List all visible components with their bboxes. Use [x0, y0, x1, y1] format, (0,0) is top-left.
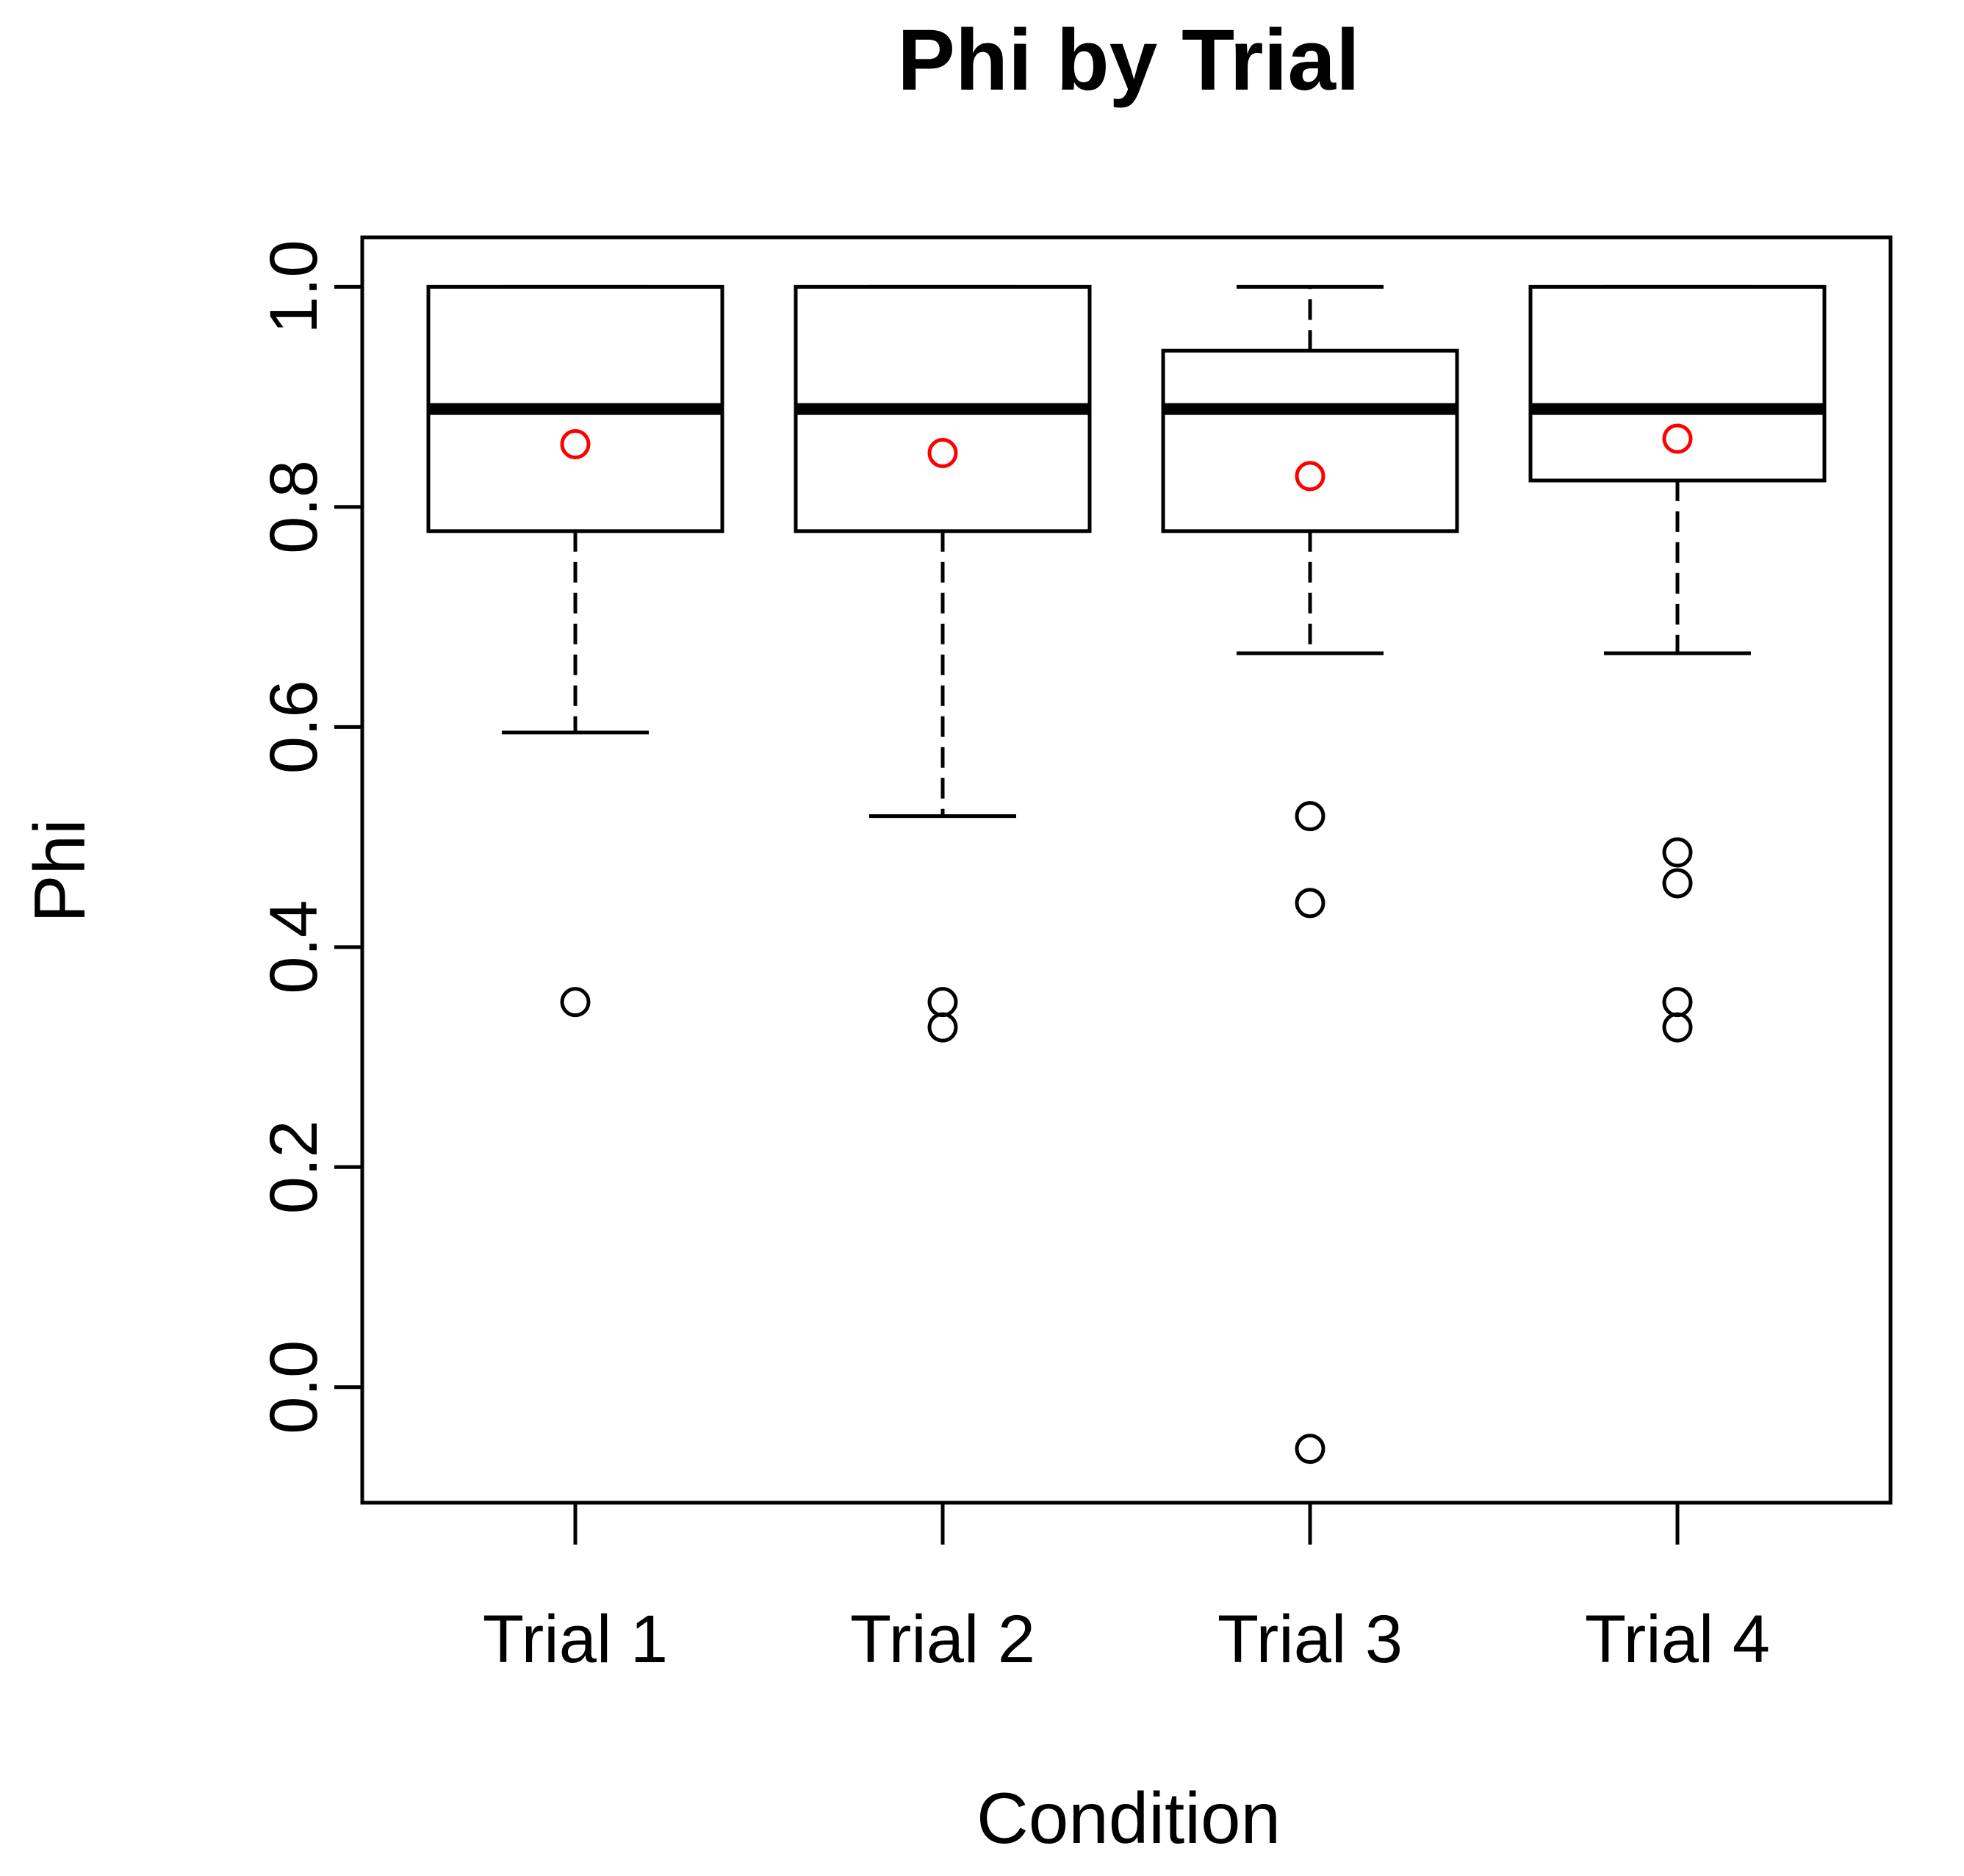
y-tick-label: 0.0 [256, 1340, 331, 1434]
outlier-point [1662, 837, 1693, 868]
x-tick-label: Trial 2 [850, 1602, 1035, 1677]
box-4 [1528, 284, 1827, 1043]
box-iqr [1161, 348, 1459, 533]
x-tick-label: Trial 3 [1217, 1602, 1403, 1677]
y-tick-label: 0.4 [256, 900, 331, 994]
mean-marker [1662, 423, 1693, 454]
outlier-point [1662, 868, 1693, 899]
outlier-point [560, 987, 591, 1018]
mean-marker [927, 437, 958, 468]
box-2 [794, 284, 1092, 1043]
x-tick-label: Trial 4 [1585, 1602, 1770, 1677]
box-group [426, 284, 1827, 1464]
outlier-point [927, 1012, 958, 1043]
chart-title: Phi by Trial [897, 12, 1360, 109]
y-axis-title: Phi [19, 819, 100, 923]
x-tick-label: Trial 1 [483, 1602, 668, 1677]
box-3 [1161, 284, 1459, 1464]
outlier-point [1295, 1434, 1325, 1464]
y-tick-label: 0.2 [256, 1120, 331, 1214]
outlier-point [1662, 1012, 1693, 1043]
y-tick-label: 0.8 [256, 460, 331, 554]
x-axis-title: Condition [976, 1778, 1281, 1858]
mean-marker [560, 429, 591, 460]
outlier-point [1295, 888, 1325, 919]
mean-marker [1295, 461, 1325, 492]
plot-frame [360, 235, 1893, 1505]
box-1 [426, 284, 724, 1018]
y-tick-label: 1.0 [256, 240, 331, 334]
box-iqr [1528, 284, 1827, 483]
outlier-point [1662, 987, 1693, 1018]
y-axis: 0.0 0.2 0.4 0.6 0.8 1.0 [256, 240, 362, 1434]
outlier-point [927, 987, 958, 1018]
x-axis: Trial 1 Trial 2 Trial 3 Trial 4 [483, 1503, 1770, 1677]
y-tick-label: 0.6 [256, 680, 331, 774]
outlier-point [1295, 801, 1325, 832]
